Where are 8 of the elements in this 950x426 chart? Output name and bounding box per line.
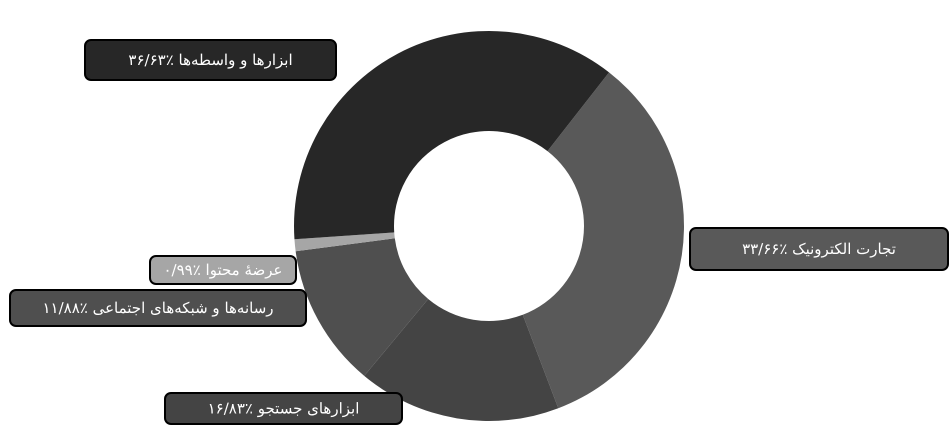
slice-label: عرضهٔ محتوا ٪۰/۹۹ xyxy=(164,261,282,279)
donut-slice xyxy=(294,232,395,252)
slice-label: رسانه‌ها و شبکه‌های اجتماعی ٪۱۱/۸۸ xyxy=(42,299,274,317)
slice-label: تجارت الکترونیک ٪۳۳/۶۶ xyxy=(742,240,896,258)
donut-slice xyxy=(522,72,684,408)
slice-label: ابزارهای جستجو ٪۱۶/۸۳ xyxy=(208,400,360,418)
donut-slice xyxy=(294,31,610,240)
slice-label: ابزارها و واسطه‌ها ٪۳۶/۶۳ xyxy=(128,51,293,69)
